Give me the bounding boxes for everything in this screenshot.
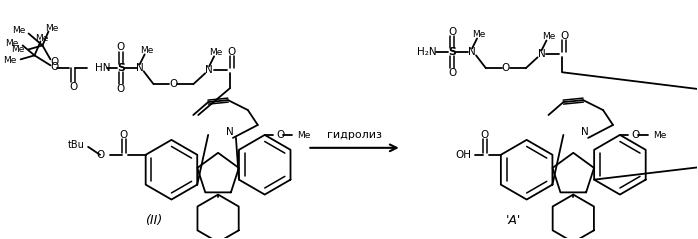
Text: Me: Me — [209, 48, 223, 57]
Text: N: N — [581, 127, 589, 137]
Text: Me: Me — [140, 46, 154, 55]
Text: N: N — [205, 65, 213, 75]
Text: N: N — [136, 63, 144, 73]
Text: O: O — [481, 130, 489, 140]
Text: (II): (II) — [145, 214, 162, 227]
Text: tBu: tBu — [67, 140, 84, 150]
Text: Me: Me — [6, 39, 19, 48]
Text: гидролиз: гидролиз — [327, 130, 382, 140]
Text: O: O — [50, 62, 59, 72]
Text: O: O — [97, 150, 105, 160]
Text: O: O — [170, 79, 177, 89]
Text: O: O — [448, 68, 456, 78]
Text: OH: OH — [455, 150, 471, 160]
Text: 'A': 'A' — [506, 214, 521, 227]
Text: Me: Me — [653, 131, 666, 140]
Text: O: O — [117, 84, 125, 94]
Text: N: N — [226, 127, 234, 137]
Text: Me: Me — [297, 131, 311, 140]
Text: HN: HN — [95, 63, 110, 73]
Text: N: N — [468, 47, 476, 57]
Text: Me: Me — [3, 56, 17, 65]
Text: O: O — [117, 42, 125, 52]
Text: H₂N: H₂N — [417, 47, 436, 57]
Text: O: O — [502, 63, 510, 73]
Text: O: O — [50, 57, 59, 67]
Text: S: S — [117, 63, 125, 73]
Text: Me: Me — [11, 45, 24, 54]
Text: N: N — [537, 49, 545, 59]
Text: Me: Me — [45, 24, 58, 33]
Text: S: S — [448, 47, 456, 57]
Text: Me: Me — [473, 30, 486, 39]
Text: O: O — [120, 130, 128, 140]
Text: O: O — [632, 130, 640, 140]
Text: O: O — [228, 47, 236, 57]
Text: O: O — [560, 32, 568, 42]
Text: Me: Me — [542, 32, 555, 41]
Text: Me: Me — [35, 34, 48, 43]
Text: Me: Me — [13, 26, 26, 35]
Text: O: O — [69, 82, 77, 92]
Text: O: O — [276, 130, 285, 140]
Text: O: O — [448, 27, 456, 37]
